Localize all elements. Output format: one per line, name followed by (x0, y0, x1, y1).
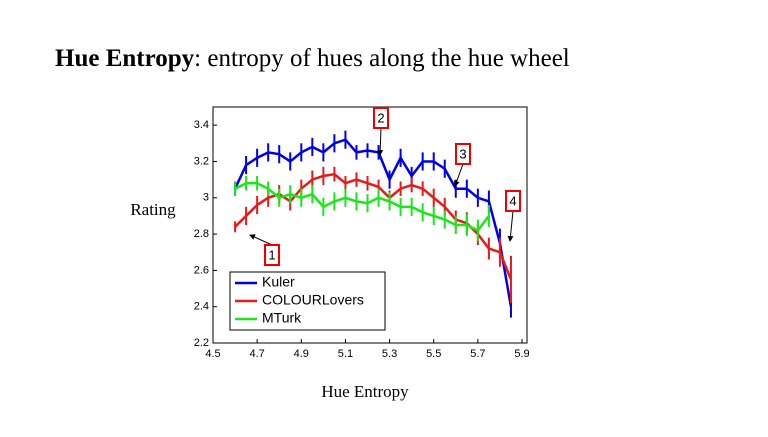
x-tick-label: 5.3 (382, 348, 397, 360)
x-tick-label: 5.1 (338, 348, 353, 360)
annotation-label: 3 (459, 146, 466, 161)
series-line (234, 172, 513, 280)
y-tick-label: 3.4 (194, 119, 209, 131)
x-tick-label: 4.7 (249, 348, 264, 360)
annotation-arrow (377, 127, 384, 156)
x-tick-label: 4.5 (205, 348, 220, 360)
y-tick-label: 2.6 (194, 264, 209, 276)
legend-label: Kuler (262, 274, 295, 290)
series-line (233, 138, 513, 307)
plot-area (212, 106, 528, 344)
annotation-arrow (507, 210, 514, 242)
y-tick-label: 3.2 (194, 155, 209, 167)
legend-label: COLOURLovers (262, 292, 364, 308)
definition: : entropy of hues along the hue wheel (194, 45, 570, 72)
y-tick-label: 2.2 (194, 337, 209, 349)
annotation-arrow (453, 163, 464, 187)
y-tick-label: 2.8 (194, 228, 209, 240)
x-axis-label: Hue Entropy (321, 382, 409, 401)
annotation-box (373, 107, 389, 129)
y-tick-label: 2.4 (194, 301, 209, 313)
legend-label: MTurk (262, 310, 302, 326)
term: Hue Entropy (55, 45, 195, 72)
x-tick-label: 5.9 (514, 348, 529, 360)
y-axis-label: Rating (130, 200, 176, 219)
annotation-label: 1 (268, 247, 275, 262)
annotation-label: 2 (377, 110, 384, 125)
y-tick-label: 3 (203, 192, 209, 204)
annotation-box (264, 244, 280, 266)
x-tick-label: 5.5 (426, 348, 441, 360)
annotation-box (455, 143, 471, 165)
x-tick-label: 4.9 (294, 348, 309, 360)
x-tick-label: 5.7 (470, 348, 485, 360)
annotation-label: 4 (509, 193, 516, 208)
series-line (234, 181, 490, 233)
legend: Kuler COLOURLovers MTurk (229, 271, 386, 331)
slide-title: Hue Entropy: entropy of hues along the h… (55, 45, 570, 72)
annotation-arrow (249, 234, 273, 246)
annotation-box (505, 190, 521, 212)
